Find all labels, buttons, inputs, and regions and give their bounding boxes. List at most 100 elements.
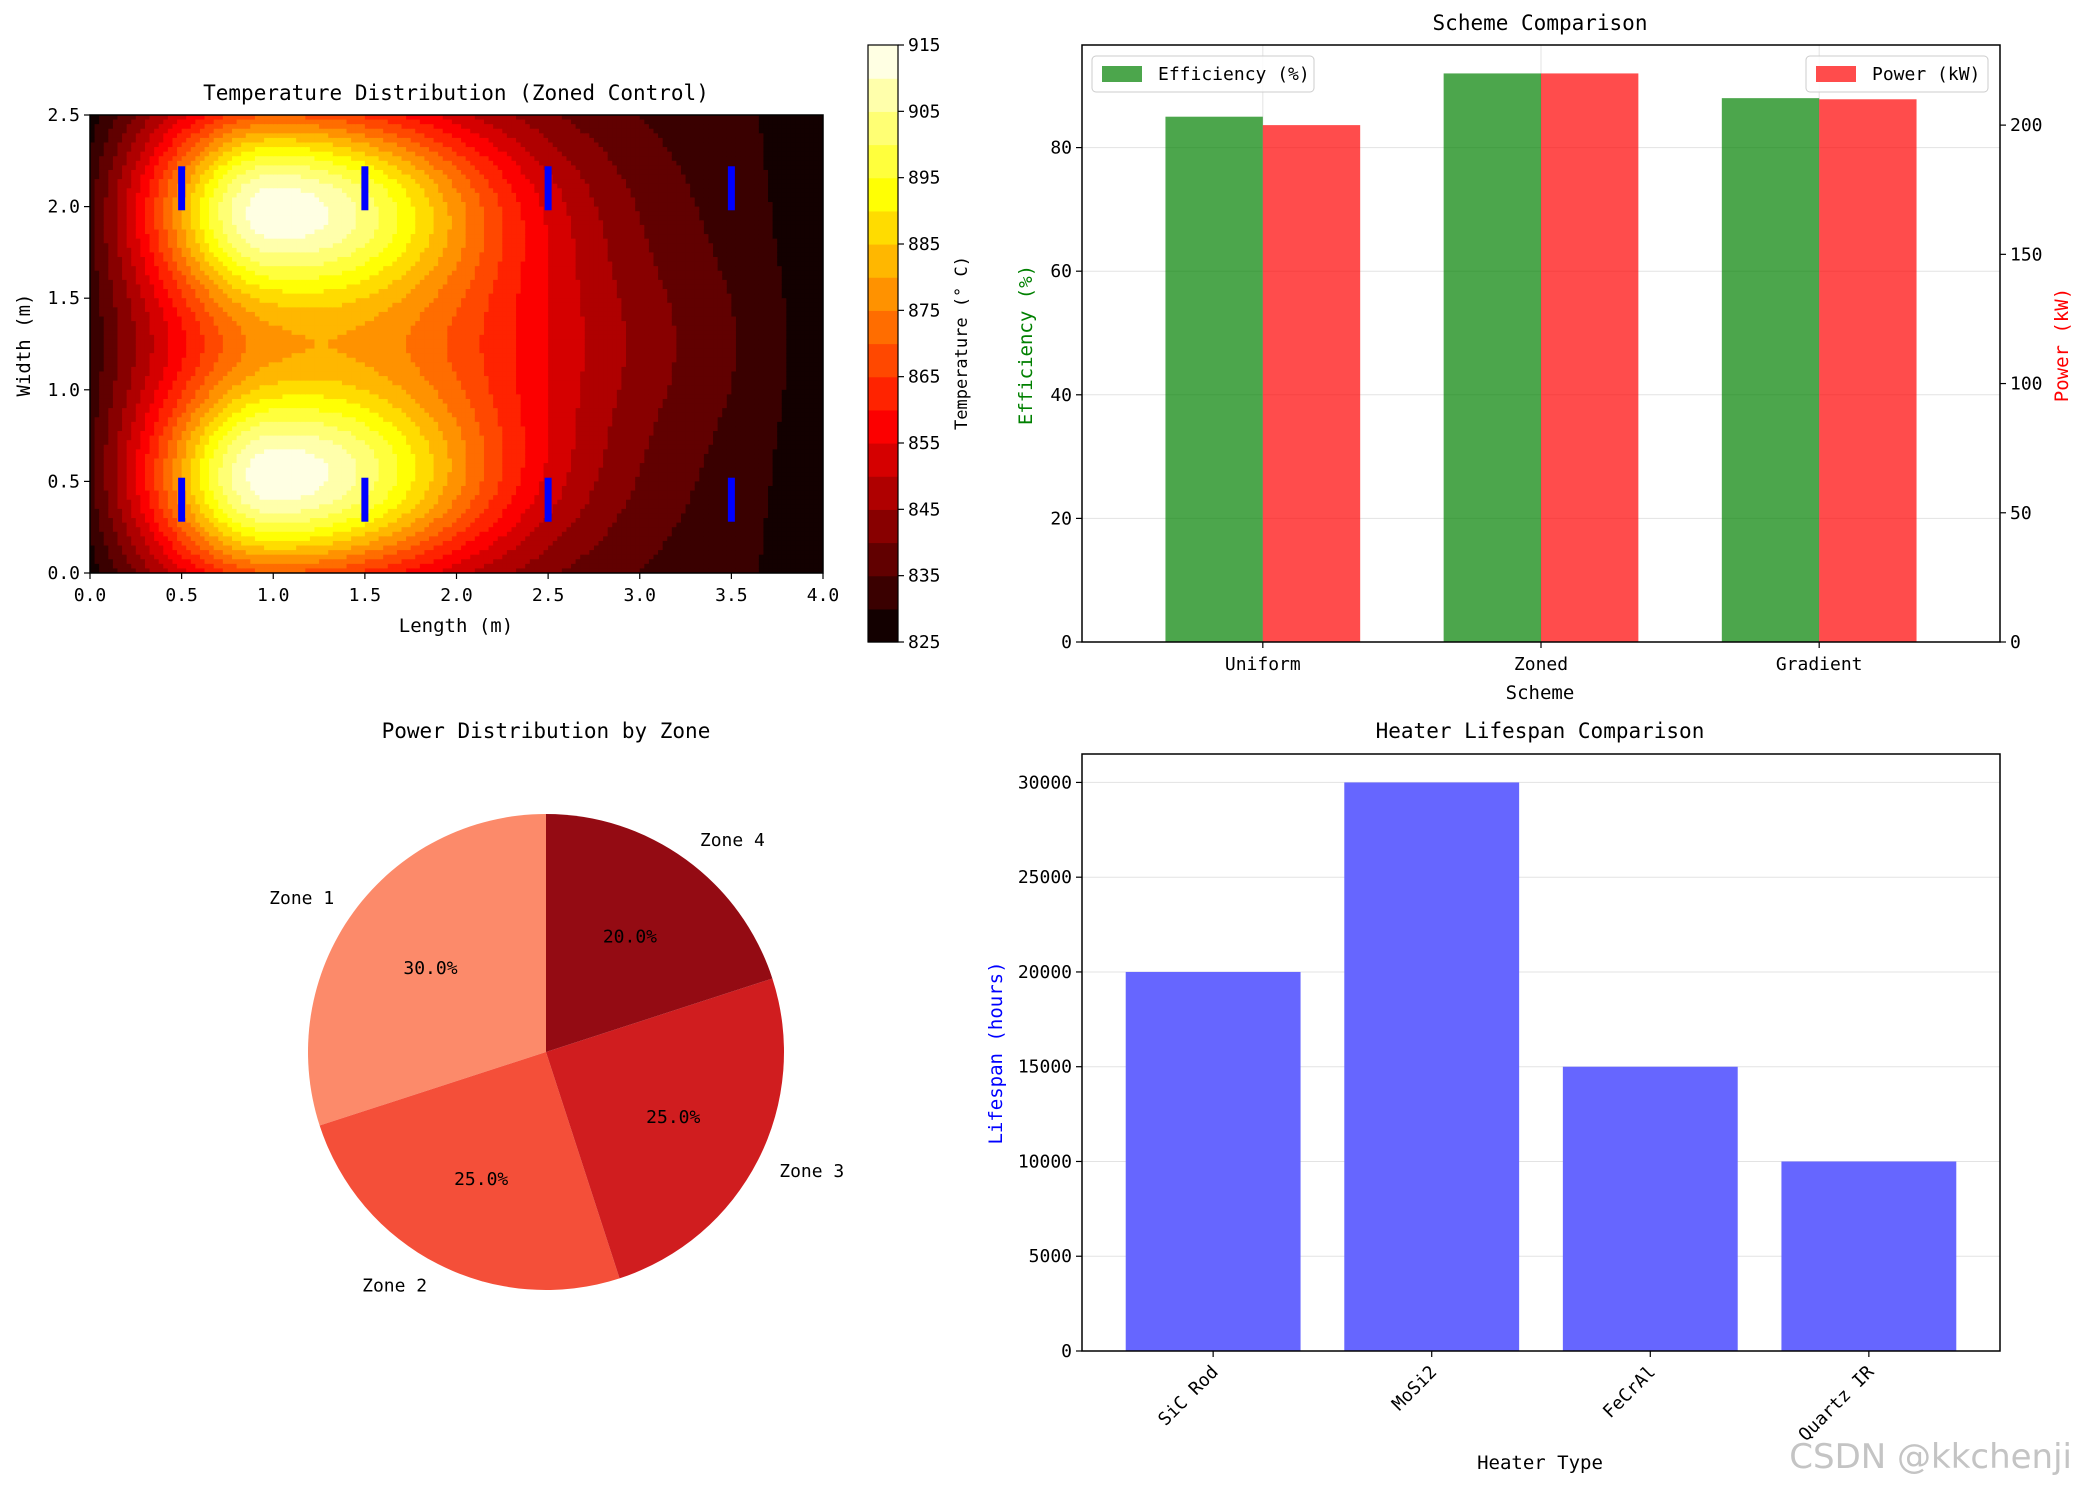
heatmap-cell bbox=[135, 307, 141, 313]
heatmap-cell bbox=[186, 380, 192, 386]
heatmap-cell bbox=[305, 298, 311, 304]
heatmap-cell bbox=[112, 311, 119, 318]
heatmap-cell bbox=[277, 339, 284, 345]
heatmap-cell bbox=[250, 476, 256, 482]
heatmap-cell bbox=[314, 440, 320, 446]
heatmap-cell bbox=[144, 531, 151, 537]
heatmap-cell bbox=[268, 238, 274, 244]
heatmap-cell bbox=[108, 559, 114, 565]
heatmap-cell bbox=[108, 261, 114, 267]
heatmap-cell bbox=[241, 247, 247, 253]
heatmap-cell bbox=[259, 344, 265, 350]
heatmap-cell bbox=[213, 463, 219, 469]
heatmap-cell bbox=[158, 536, 164, 542]
heatmap-cell bbox=[154, 160, 160, 166]
heatmap-cell bbox=[154, 165, 160, 171]
heatmap-cell bbox=[149, 458, 155, 464]
heatmap-cell bbox=[245, 536, 251, 542]
heatmap-cell bbox=[177, 261, 183, 267]
heatmap-cell bbox=[286, 485, 293, 492]
heatmap-cell bbox=[135, 252, 141, 258]
heatmap-cell bbox=[190, 527, 196, 533]
heatmap-cell bbox=[149, 147, 155, 153]
heatmap-cell bbox=[245, 137, 251, 144]
heatmap-cell bbox=[195, 357, 201, 363]
heatmap-cell bbox=[314, 224, 320, 231]
heatmap-cell bbox=[277, 389, 284, 395]
heatmap-cell bbox=[135, 485, 141, 492]
heatmap-cell bbox=[245, 311, 251, 318]
heatmap-cell bbox=[195, 174, 201, 180]
heatmap-cell bbox=[259, 398, 265, 405]
heatmap-cell bbox=[199, 266, 206, 272]
heatmap-cell bbox=[190, 518, 196, 524]
heatmap-cell bbox=[286, 311, 293, 318]
heatmap-cell bbox=[222, 165, 229, 171]
heatmap-cell bbox=[181, 412, 187, 418]
heatmap-cell bbox=[241, 568, 247, 573]
heatmap-cell bbox=[112, 453, 119, 460]
heatmap-cell bbox=[232, 389, 238, 395]
heatmap-cell bbox=[213, 284, 219, 290]
heatmap-cell bbox=[117, 165, 123, 171]
heatmap-cell bbox=[181, 536, 187, 542]
heatmap-cell bbox=[199, 531, 206, 537]
heatmap-cell bbox=[172, 289, 178, 295]
heatmap-cell bbox=[232, 211, 238, 217]
heatmap-cell bbox=[172, 540, 178, 547]
heatmap-cell bbox=[286, 302, 293, 308]
heatmap-cell bbox=[264, 119, 270, 125]
heatmap-cell bbox=[296, 220, 302, 226]
heatmap-cell bbox=[305, 357, 311, 363]
heatmap-cell bbox=[131, 550, 137, 556]
heatmap-cell bbox=[94, 137, 100, 144]
heatmap-cell bbox=[213, 545, 219, 551]
heatmap-cell bbox=[222, 229, 229, 235]
heatmap-cell bbox=[131, 531, 137, 537]
heatmap-cell bbox=[172, 513, 178, 519]
heatmap-cell bbox=[227, 174, 233, 180]
heatmap-cell bbox=[149, 302, 155, 308]
heatmap-cell bbox=[314, 330, 320, 336]
heatmap-cell bbox=[94, 540, 100, 547]
heatmap-cell bbox=[112, 403, 119, 409]
heatmap-cell bbox=[300, 385, 306, 391]
heatmap-cell bbox=[154, 417, 160, 423]
heatmap-cell bbox=[177, 417, 183, 423]
heatmap-cell bbox=[204, 412, 210, 418]
heatmap-cell bbox=[209, 490, 215, 496]
heatmap-cell bbox=[94, 440, 100, 446]
heatmap-cell bbox=[172, 147, 178, 153]
heatmap-cell bbox=[250, 316, 256, 322]
heatmap-cell bbox=[135, 339, 141, 345]
heatmap-cell bbox=[282, 215, 288, 221]
heatmap-cell bbox=[195, 188, 201, 194]
heatmap-cell bbox=[222, 453, 229, 460]
heatmap-cell bbox=[135, 229, 141, 235]
heatmap-cell bbox=[195, 165, 201, 171]
heatmap-cell bbox=[222, 344, 229, 350]
heatmap-cell bbox=[177, 435, 183, 441]
heatmap-cell bbox=[282, 385, 288, 391]
heatmap-cell bbox=[268, 124, 274, 130]
heatmap-cell bbox=[209, 302, 215, 308]
heatmap-cell bbox=[277, 224, 284, 231]
heatmap-cell bbox=[158, 458, 164, 464]
heatmap-cell bbox=[282, 142, 288, 148]
heatmap-cell bbox=[273, 197, 279, 203]
heatmap-cell bbox=[309, 334, 316, 341]
heatmap-cell bbox=[314, 188, 320, 194]
heatmap-cell bbox=[140, 270, 146, 276]
heatmap-cell bbox=[190, 321, 196, 327]
heatmap-cell bbox=[222, 261, 229, 267]
heatmap-cell bbox=[305, 321, 311, 327]
heatmap-cell bbox=[172, 151, 178, 157]
heatmap-cell bbox=[144, 128, 151, 134]
heatmap-cell bbox=[199, 495, 206, 501]
heatmap-cell bbox=[172, 142, 178, 148]
heatmap-cell bbox=[204, 197, 210, 203]
heatmap-cell bbox=[199, 366, 206, 373]
heatmap-cell bbox=[204, 371, 210, 377]
heatmap-cell bbox=[218, 394, 224, 400]
heatmap-cell bbox=[213, 513, 219, 519]
